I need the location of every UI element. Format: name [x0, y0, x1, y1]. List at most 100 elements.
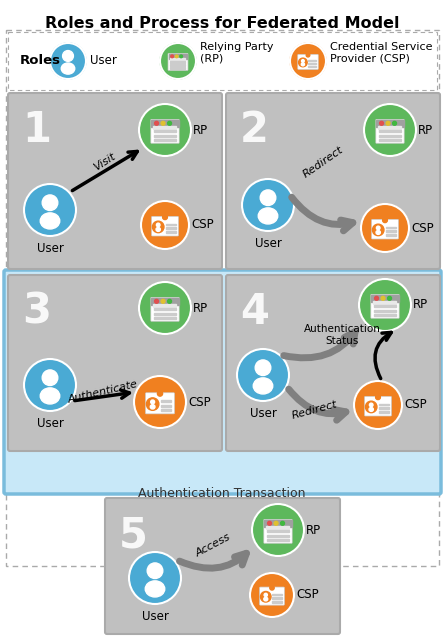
- FancyBboxPatch shape: [8, 93, 222, 269]
- Bar: [154, 308, 176, 310]
- Bar: [151, 298, 178, 305]
- Circle shape: [260, 190, 276, 205]
- FancyBboxPatch shape: [8, 32, 437, 90]
- FancyBboxPatch shape: [264, 519, 292, 543]
- Text: Relying Party
(RP): Relying Party (RP): [200, 42, 274, 64]
- Text: 1: 1: [22, 109, 51, 151]
- Bar: [166, 223, 176, 225]
- Circle shape: [63, 51, 73, 61]
- Circle shape: [242, 179, 294, 231]
- Bar: [154, 313, 176, 315]
- Bar: [154, 135, 176, 137]
- Circle shape: [302, 60, 304, 62]
- Circle shape: [50, 43, 86, 79]
- FancyBboxPatch shape: [151, 298, 179, 321]
- Bar: [154, 130, 176, 132]
- Text: User: User: [250, 407, 276, 420]
- Text: Access: Access: [194, 532, 232, 558]
- Bar: [166, 232, 176, 233]
- Circle shape: [250, 573, 294, 617]
- Circle shape: [168, 300, 171, 303]
- Bar: [170, 58, 186, 60]
- Circle shape: [260, 591, 271, 602]
- Ellipse shape: [61, 63, 75, 74]
- Text: Authenticate: Authenticate: [67, 379, 139, 405]
- Circle shape: [386, 122, 390, 125]
- FancyBboxPatch shape: [4, 270, 441, 494]
- Circle shape: [168, 122, 171, 125]
- Circle shape: [274, 522, 278, 525]
- Text: RP: RP: [418, 124, 433, 136]
- Bar: [161, 401, 171, 403]
- Text: CSP: CSP: [411, 221, 433, 234]
- Circle shape: [372, 224, 384, 236]
- Bar: [272, 594, 282, 595]
- Bar: [308, 60, 316, 61]
- Ellipse shape: [145, 581, 165, 597]
- Circle shape: [388, 296, 392, 300]
- Bar: [379, 135, 401, 137]
- Circle shape: [151, 400, 154, 404]
- FancyBboxPatch shape: [151, 119, 179, 143]
- Circle shape: [139, 104, 191, 156]
- FancyBboxPatch shape: [146, 393, 174, 414]
- FancyBboxPatch shape: [152, 216, 178, 236]
- Text: User: User: [142, 610, 169, 623]
- Circle shape: [354, 381, 402, 429]
- Bar: [371, 295, 399, 301]
- Circle shape: [139, 282, 191, 334]
- Circle shape: [237, 349, 289, 401]
- Ellipse shape: [301, 63, 304, 66]
- Circle shape: [375, 296, 379, 300]
- Text: CSP: CSP: [404, 399, 427, 412]
- FancyBboxPatch shape: [298, 54, 318, 70]
- Circle shape: [154, 122, 158, 125]
- Circle shape: [146, 398, 159, 410]
- FancyBboxPatch shape: [364, 396, 392, 416]
- Text: Visit: Visit: [92, 151, 118, 173]
- Circle shape: [141, 201, 189, 249]
- Bar: [267, 525, 289, 529]
- Text: User: User: [255, 237, 281, 250]
- FancyBboxPatch shape: [372, 220, 398, 239]
- Circle shape: [153, 221, 164, 233]
- Ellipse shape: [40, 213, 60, 229]
- Text: 4: 4: [240, 291, 269, 333]
- Circle shape: [24, 359, 76, 411]
- Circle shape: [376, 226, 380, 230]
- Bar: [272, 601, 282, 602]
- Text: CSP: CSP: [191, 218, 214, 232]
- Ellipse shape: [156, 227, 160, 232]
- Text: Redirect: Redirect: [291, 399, 339, 421]
- Bar: [272, 597, 282, 599]
- Ellipse shape: [376, 230, 380, 234]
- Bar: [385, 234, 396, 236]
- Ellipse shape: [150, 404, 155, 409]
- FancyBboxPatch shape: [168, 54, 188, 70]
- Text: CSP: CSP: [296, 589, 319, 602]
- Circle shape: [264, 593, 267, 596]
- Circle shape: [299, 58, 307, 67]
- Text: Authentication Transaction: Authentication Transaction: [138, 487, 306, 500]
- Circle shape: [134, 376, 186, 428]
- Text: Redirect: Redirect: [301, 145, 345, 180]
- FancyBboxPatch shape: [226, 93, 440, 269]
- Circle shape: [267, 522, 271, 525]
- Ellipse shape: [258, 208, 278, 224]
- Circle shape: [365, 401, 377, 413]
- Text: 2: 2: [240, 109, 269, 151]
- Bar: [379, 408, 388, 409]
- Bar: [308, 66, 316, 67]
- Bar: [379, 403, 388, 405]
- Bar: [154, 304, 176, 307]
- FancyBboxPatch shape: [259, 587, 284, 605]
- Circle shape: [364, 104, 416, 156]
- Circle shape: [359, 279, 411, 331]
- Circle shape: [252, 504, 304, 556]
- Bar: [267, 540, 289, 541]
- Text: RP: RP: [193, 124, 208, 136]
- Bar: [154, 317, 176, 319]
- Circle shape: [180, 55, 182, 58]
- Bar: [376, 120, 404, 127]
- Bar: [267, 535, 289, 537]
